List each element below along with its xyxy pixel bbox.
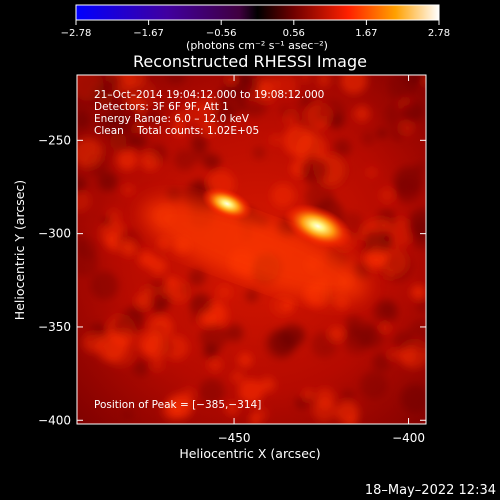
y-tick-label: −400 — [38, 413, 71, 427]
y-tick-label: −350 — [38, 320, 71, 334]
x-axis-label: Heliocentric X (arcsec) — [179, 446, 320, 461]
colorbar-tick-label: 0.56 — [283, 28, 305, 39]
footer-date: 18–May–2022 12:34 — [365, 483, 496, 498]
colorbar-label: (photons cm⁻² s⁻¹ asec⁻²) — [186, 39, 328, 52]
chart-title: Reconstructed RHESSI Image — [133, 52, 367, 71]
y-axis: −250 −300 −350 −400 — [38, 133, 426, 427]
annotation-detectors: Detectors: 3F 6F 9F, Att 1 — [94, 101, 229, 113]
annotation-clean: Clean Total counts: 1.02E+05 — [94, 125, 259, 137]
annotation-peak: Position of Peak = [−385,−314] — [94, 399, 261, 411]
source-peak-3 — [201, 187, 253, 221]
source-peak-1 — [283, 203, 353, 249]
colorbar-tick-label: −0.56 — [206, 28, 237, 39]
source-peak-2 — [424, 236, 426, 284]
x-tick-label: −450 — [218, 431, 251, 445]
colorbar-tick-label: −2.78 — [61, 28, 92, 39]
colorbar-ticks: −2.78 −1.67 −0.56 0.56 1.67 2.78 — [61, 20, 450, 39]
colorbar-tick-label: 1.67 — [355, 28, 377, 39]
heatmap-image — [77, 75, 426, 424]
x-axis: −450−400−350 — [218, 75, 425, 445]
annotation-time: 21–Oct–2014 19:04:12.000 to 19:08:12.000 — [94, 89, 324, 101]
y-axis-label: Heliocentric Y (arcsec) — [12, 180, 27, 320]
colorbar-tick-label: −1.67 — [133, 28, 164, 39]
annotation-energy: Energy Range: 6.0 – 12.0 keV — [94, 113, 250, 125]
colorbar — [75, 4, 440, 21]
plot-frame — [76, 74, 427, 425]
y-tick-label: −250 — [38, 133, 71, 147]
x-tick-label: −400 — [392, 431, 425, 445]
y-tick-label: −300 — [38, 227, 71, 241]
colorbar-tick-label: 2.78 — [428, 28, 450, 39]
